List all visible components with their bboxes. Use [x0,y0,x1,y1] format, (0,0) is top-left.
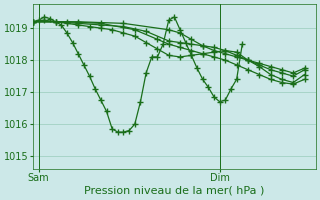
X-axis label: Pression niveau de la mer( hPa ): Pression niveau de la mer( hPa ) [84,186,265,196]
